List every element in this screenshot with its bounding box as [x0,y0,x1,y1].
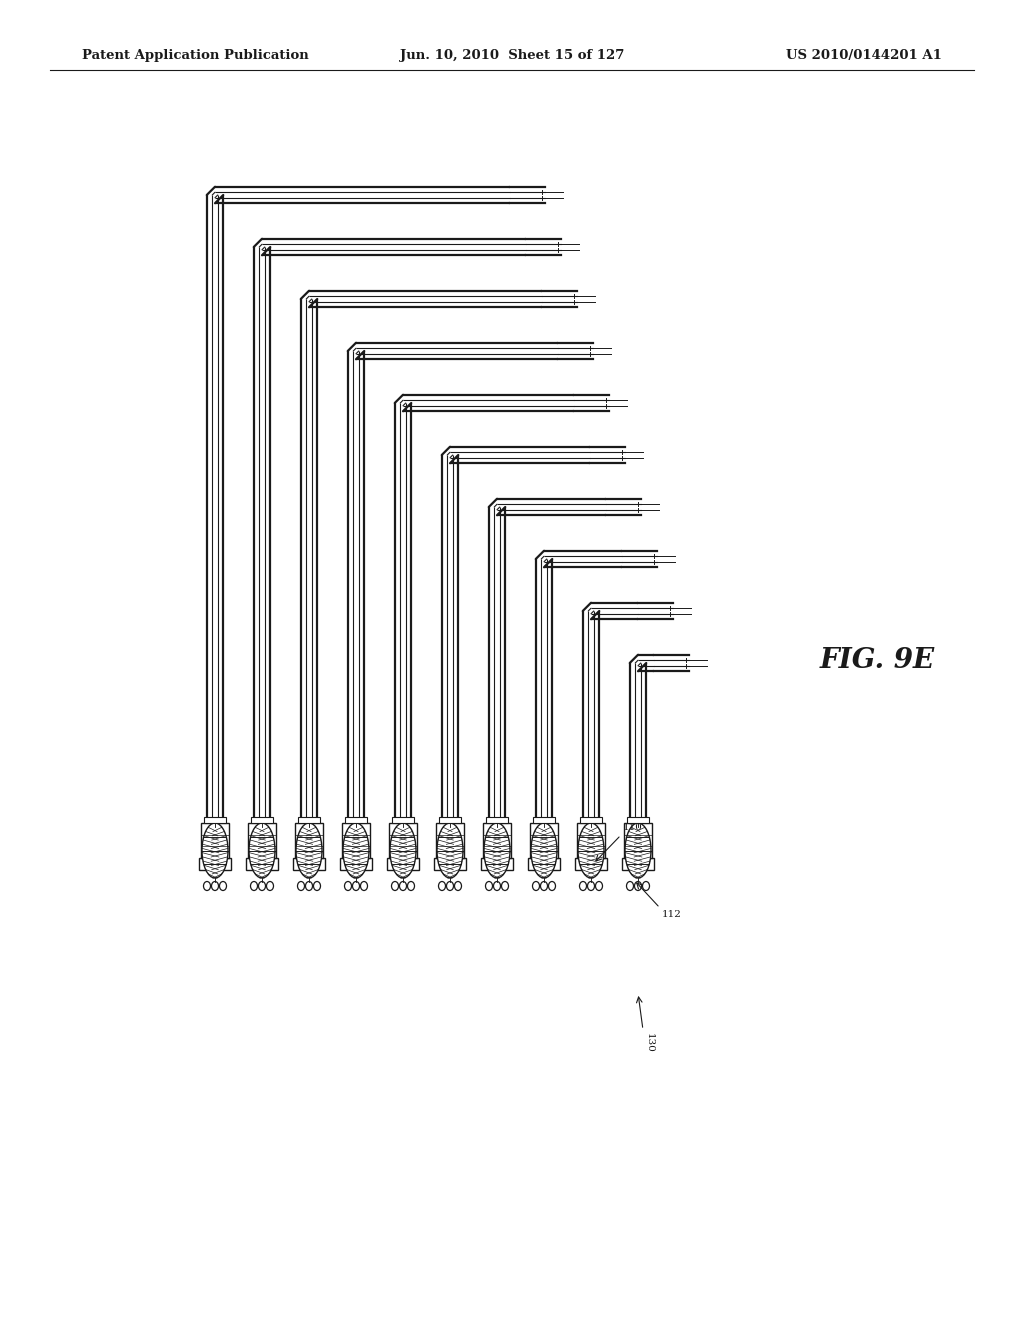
Ellipse shape [360,882,368,891]
Ellipse shape [578,822,604,878]
Bar [622,858,654,870]
Ellipse shape [532,882,540,891]
Bar [392,817,414,822]
Bar [293,858,325,870]
Bar [486,817,508,822]
Ellipse shape [296,822,322,878]
Ellipse shape [484,822,510,878]
Ellipse shape [352,882,359,891]
Ellipse shape [313,882,321,891]
Bar [434,858,466,870]
Ellipse shape [212,882,218,891]
Ellipse shape [438,882,445,891]
Ellipse shape [298,882,304,891]
Bar [481,858,513,870]
Ellipse shape [627,882,634,891]
Bar [534,817,555,822]
Ellipse shape [625,822,651,878]
Bar [345,817,367,822]
Bar [340,858,372,870]
Ellipse shape [446,882,454,891]
Bar [342,822,370,858]
Bar [295,822,323,858]
Ellipse shape [202,822,228,878]
Bar [624,822,652,858]
Ellipse shape [455,882,462,891]
Bar [201,822,229,858]
Bar [246,858,278,870]
Bar [204,817,226,822]
Bar [199,858,231,870]
Ellipse shape [502,882,509,891]
Text: 110: 110 [623,822,643,832]
Bar [530,822,558,858]
Ellipse shape [635,882,641,891]
Ellipse shape [531,822,557,878]
Ellipse shape [305,882,312,891]
Ellipse shape [251,882,257,891]
Bar [528,858,560,870]
Bar [436,822,464,858]
Ellipse shape [343,822,369,878]
Text: Jun. 10, 2010  Sheet 15 of 127: Jun. 10, 2010 Sheet 15 of 127 [399,49,625,62]
Ellipse shape [596,882,602,891]
Bar [580,817,602,822]
Ellipse shape [408,882,415,891]
Ellipse shape [588,882,595,891]
Text: FIG. 9E: FIG. 9E [820,647,935,673]
Bar [298,817,319,822]
Text: 112: 112 [662,909,682,919]
Ellipse shape [390,822,416,878]
Ellipse shape [249,822,275,878]
Ellipse shape [437,822,463,878]
Ellipse shape [266,882,273,891]
Ellipse shape [541,882,548,891]
Bar [251,817,273,822]
Bar [627,817,649,822]
Ellipse shape [204,882,211,891]
Text: US 2010/0144201 A1: US 2010/0144201 A1 [786,49,942,62]
Text: Patent Application Publication: Patent Application Publication [82,49,309,62]
Bar [575,858,607,870]
Ellipse shape [580,882,587,891]
Ellipse shape [642,882,649,891]
Bar [389,822,417,858]
Ellipse shape [258,882,265,891]
Ellipse shape [494,882,501,891]
Ellipse shape [219,882,226,891]
Ellipse shape [391,882,398,891]
Bar [387,858,419,870]
Bar [483,822,511,858]
Bar [248,822,276,858]
Ellipse shape [549,882,555,891]
Bar [577,822,605,858]
Ellipse shape [344,882,351,891]
Ellipse shape [399,882,407,891]
Bar [439,817,461,822]
Ellipse shape [485,882,493,891]
Text: 130: 130 [645,1034,654,1053]
